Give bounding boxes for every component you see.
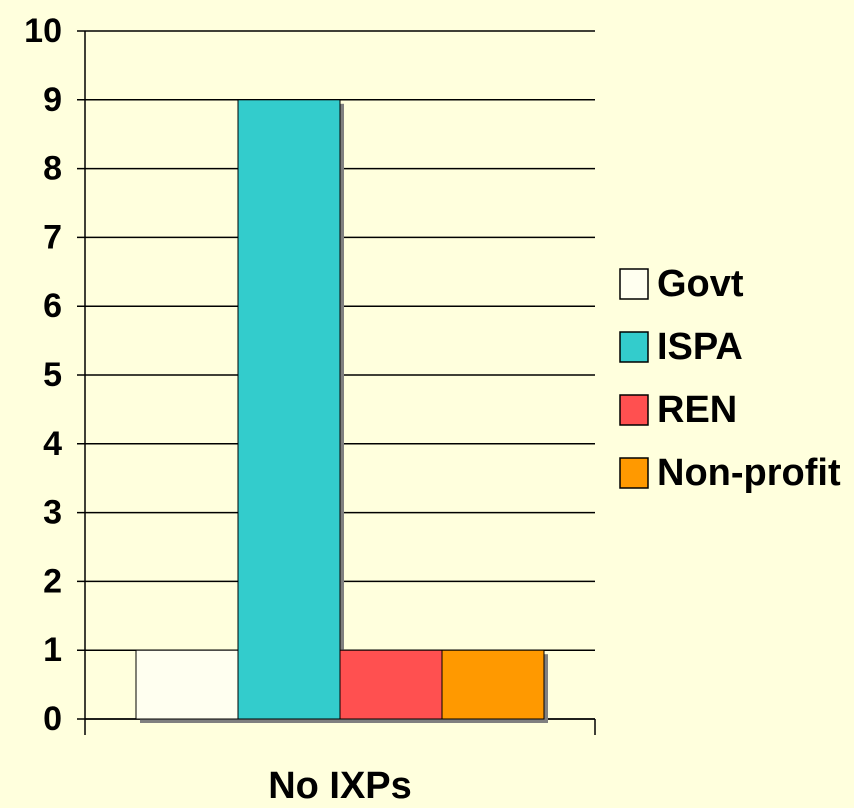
x-tick-label: No IXPs <box>268 765 412 807</box>
y-tick-label: 9 <box>43 81 62 119</box>
legend-swatch <box>619 457 649 489</box>
legend-label: Non-profit <box>657 452 841 494</box>
legend-swatch <box>619 331 649 363</box>
y-tick-label: 4 <box>43 425 62 463</box>
bar <box>135 649 239 720</box>
y-tick-label: 2 <box>43 562 62 600</box>
y-tick-label: 7 <box>43 218 62 256</box>
legend-swatch <box>619 394 649 426</box>
y-tick-label: 5 <box>43 356 62 394</box>
legend-label: Govt <box>657 263 744 305</box>
y-tick-label: 6 <box>43 287 62 325</box>
legend-swatch <box>619 268 649 300</box>
y-tick-label: 8 <box>43 150 62 188</box>
y-tick-label: 10 <box>24 12 62 50</box>
y-tick-label: 0 <box>43 700 62 738</box>
bar <box>339 649 443 720</box>
bar <box>441 649 545 720</box>
y-tick-label: 1 <box>43 631 62 669</box>
legend-label: REN <box>657 389 737 431</box>
y-tick-label: 3 <box>43 494 62 532</box>
bar <box>237 99 341 720</box>
legend-label: ISPA <box>657 326 743 368</box>
